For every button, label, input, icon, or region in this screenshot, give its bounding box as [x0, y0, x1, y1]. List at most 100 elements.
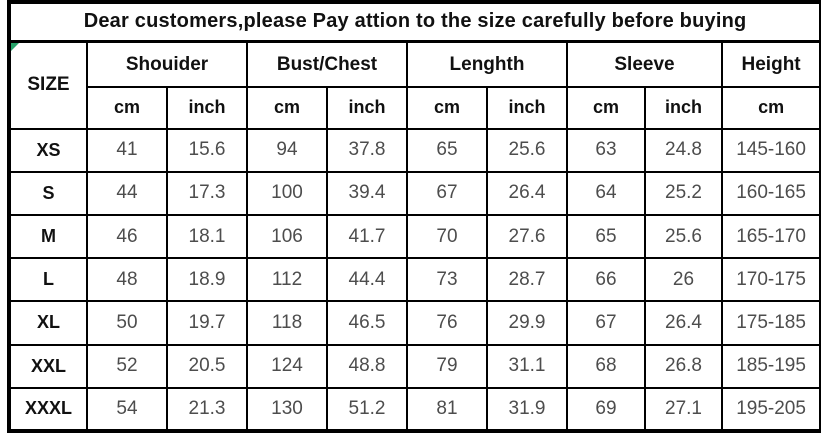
cell-m-length-inch: 27.6 — [486, 213, 568, 260]
cell-xxl-sleeve-cm: 68 — [566, 343, 646, 389]
header-group-row: SIZE Shouider Bust/Chest Lenghth Sleeve … — [8, 40, 821, 130]
cell-xxxl-height: 195-205 — [720, 386, 821, 433]
unit-height-cm: cm — [720, 86, 821, 130]
table-row-xl: XL 50 19.7 118 46.5 76 29.9 67 26.4 175-… — [8, 300, 821, 346]
unit-shoulder-inch: inch — [166, 86, 248, 130]
cell-xs-sleeve-cm: 63 — [566, 127, 646, 173]
table-row-l: L 48 18.9 112 44.4 73 28.7 66 26 170-175 — [8, 257, 821, 303]
unit-length-inch: inch — [486, 86, 568, 130]
cell-l-bust-inch: 44.4 — [326, 257, 408, 303]
header-height: Height — [720, 40, 821, 89]
table-title-row: Dear customers,please Pay attion to the … — [7, 0, 821, 43]
cell-m-height: 165-170 — [720, 213, 821, 260]
cell-m-sleeve-inch: 25.6 — [644, 213, 723, 260]
cell-xxl-sleeve-inch: 26.8 — [644, 343, 723, 389]
unit-sleeve-cm: cm — [566, 86, 646, 130]
table-row-m: M 46 18.1 106 41.7 70 27.6 65 25.6 165-1… — [8, 213, 821, 260]
table-row-xxl: XXL 52 20.5 124 48.8 79 31.1 68 26.8 185… — [8, 343, 821, 389]
table-title: Dear customers,please Pay attion to the … — [7, 0, 821, 43]
size-chart-table: Dear customers,please Pay attion to the … — [7, 0, 821, 433]
size-column-header-label: SIZE — [27, 74, 70, 96]
cell-xl-bust-inch: 46.5 — [326, 300, 408, 346]
cell-l-length-cm: 73 — [406, 257, 488, 303]
size-label-xs: XS — [8, 127, 88, 173]
header-unit-row: cm inch cm inch cm inch cm inch cm — [9, 86, 821, 130]
cell-l-length-inch: 28.7 — [486, 257, 568, 303]
cell-s-length-inch: 26.4 — [486, 170, 568, 216]
cell-l-shoulder-inch: 18.9 — [166, 257, 248, 303]
table-row-xs: XS 41 15.6 94 37.8 65 25.6 63 24.8 145-1… — [8, 127, 821, 173]
cell-s-sleeve-inch: 25.2 — [644, 170, 723, 216]
cell-s-shoulder-inch: 17.3 — [166, 170, 248, 216]
cell-l-height: 170-175 — [720, 257, 821, 303]
header-sleeve: Sleeve — [566, 40, 723, 89]
cell-xs-bust-cm: 94 — [246, 127, 328, 173]
cell-s-height: 160-165 — [720, 170, 821, 216]
cell-xxxl-sleeve-inch: 27.1 — [644, 386, 723, 433]
cell-xxl-shoulder-cm: 52 — [86, 343, 168, 389]
cell-s-bust-inch: 39.4 — [326, 170, 408, 216]
cell-xxxl-bust-cm: 130 — [246, 386, 328, 433]
cell-xs-height: 145-160 — [720, 127, 821, 173]
cell-xl-shoulder-inch: 19.7 — [166, 300, 248, 346]
cell-m-sleeve-cm: 65 — [566, 213, 646, 260]
cell-s-bust-cm: 100 — [246, 170, 328, 216]
table-row-s: S 44 17.3 100 39.4 67 26.4 64 25.2 160-1… — [8, 170, 821, 216]
cell-xs-bust-inch: 37.8 — [326, 127, 408, 173]
cell-xxl-bust-cm: 124 — [246, 343, 328, 389]
cell-xxl-length-cm: 79 — [406, 343, 488, 389]
cell-m-bust-inch: 41.7 — [326, 213, 408, 260]
unit-length-cm: cm — [406, 86, 488, 130]
header-bust-chest: Bust/Chest — [246, 40, 408, 89]
header-shoulder: Shouider — [86, 40, 248, 89]
cell-s-sleeve-cm: 64 — [566, 170, 646, 216]
cell-xxxl-length-cm: 81 — [406, 386, 488, 433]
cell-l-shoulder-cm: 48 — [86, 257, 168, 303]
header-length: Lenghth — [406, 40, 568, 89]
size-label-l: L — [8, 257, 88, 303]
cell-m-bust-cm: 106 — [246, 213, 328, 260]
excel-selection-marker-icon — [9, 258, 11, 278]
unit-bust-cm: cm — [246, 86, 328, 130]
excel-error-marker-icon — [11, 43, 19, 51]
cell-xl-height: 175-185 — [720, 300, 821, 346]
cell-xs-length-cm: 65 — [406, 127, 488, 173]
cell-xl-bust-cm: 118 — [246, 300, 328, 346]
cell-m-length-cm: 70 — [406, 213, 488, 260]
size-label-m: M — [8, 213, 88, 260]
cell-xs-sleeve-inch: 24.8 — [644, 127, 723, 173]
size-column-header: SIZE — [8, 40, 88, 130]
unit-shoulder-cm: cm — [86, 86, 168, 130]
table-row-xxxl: XXXL 54 21.3 130 51.2 81 31.9 69 27.1 19… — [8, 386, 821, 433]
cell-m-shoulder-inch: 18.1 — [166, 213, 248, 260]
cell-xxl-length-inch: 31.1 — [486, 343, 568, 389]
cell-xs-length-inch: 25.6 — [486, 127, 568, 173]
cell-xs-shoulder-cm: 41 — [86, 127, 168, 173]
cell-xxl-shoulder-inch: 20.5 — [166, 343, 248, 389]
cell-xxxl-length-inch: 31.9 — [486, 386, 568, 433]
cell-xl-sleeve-inch: 26.4 — [644, 300, 723, 346]
cell-s-shoulder-cm: 44 — [86, 170, 168, 216]
cell-l-sleeve-inch: 26 — [644, 257, 723, 303]
cell-xxxl-shoulder-inch: 21.3 — [166, 386, 248, 433]
cell-l-sleeve-cm: 66 — [566, 257, 646, 303]
cell-xl-shoulder-cm: 50 — [86, 300, 168, 346]
unit-sleeve-inch: inch — [644, 86, 723, 130]
cell-xl-length-cm: 76 — [406, 300, 488, 346]
cell-xs-shoulder-inch: 15.6 — [166, 127, 248, 173]
size-label-s: S — [8, 170, 88, 216]
size-label-xxxl: XXXL — [8, 386, 88, 433]
cell-xl-sleeve-cm: 67 — [566, 300, 646, 346]
size-label-l-text: L — [43, 269, 54, 290]
size-label-xxl: XXL — [8, 343, 88, 389]
cell-xxxl-bust-inch: 51.2 — [326, 386, 408, 433]
cell-xxxl-shoulder-cm: 54 — [86, 386, 168, 433]
unit-bust-inch: inch — [326, 86, 408, 130]
cell-l-bust-cm: 112 — [246, 257, 328, 303]
cell-m-shoulder-cm: 46 — [86, 213, 168, 260]
size-label-xl: XL — [8, 300, 88, 346]
cell-xxxl-sleeve-cm: 69 — [566, 386, 646, 433]
cell-xl-length-inch: 29.9 — [486, 300, 568, 346]
cell-xxl-height: 185-195 — [720, 343, 821, 389]
cell-xxl-bust-inch: 48.8 — [326, 343, 408, 389]
